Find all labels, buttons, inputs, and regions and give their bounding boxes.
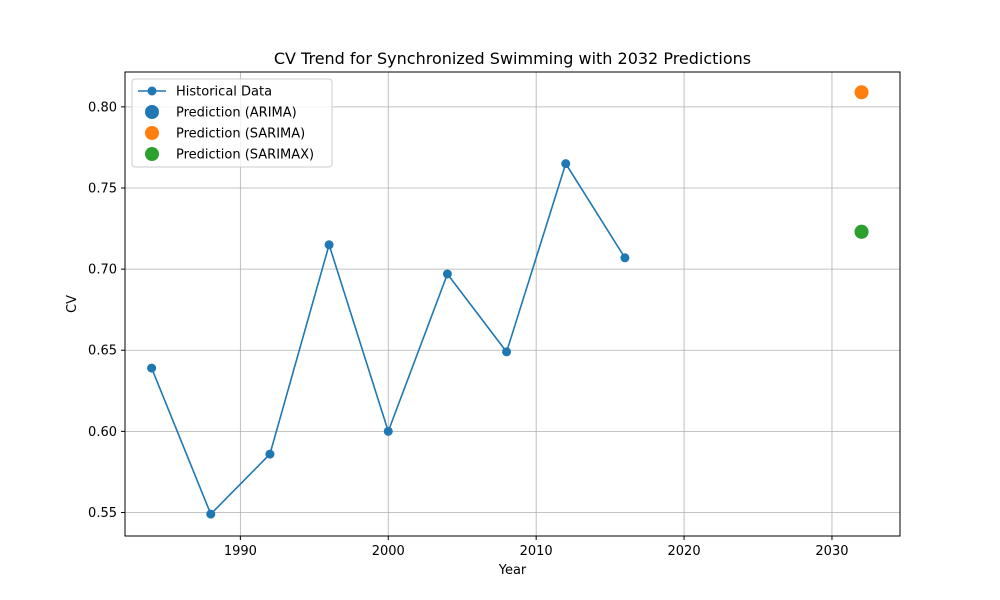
x-tick-label: 2000 bbox=[372, 544, 405, 559]
y-tick-label: 0.80 bbox=[88, 100, 117, 115]
chart-title: CV Trend for Synchronized Swimming with … bbox=[274, 49, 751, 68]
legend-label: Historical Data bbox=[176, 85, 272, 100]
prediction-point bbox=[854, 85, 869, 100]
y-tick-label: 0.75 bbox=[88, 182, 117, 197]
tick-layer: 1990 2000 2010 2020 2030 0.55 0.60 0.65 0.70 0.75… bbox=[88, 100, 848, 559]
historical-point bbox=[265, 449, 275, 459]
y-tick-label: 0.60 bbox=[88, 425, 117, 440]
historical-point bbox=[561, 159, 571, 169]
series-layer bbox=[147, 85, 869, 519]
x-tick-label: 2030 bbox=[815, 544, 848, 559]
legend-label: Prediction (ARIMA) bbox=[176, 106, 297, 121]
legend-marker bbox=[145, 126, 159, 140]
plot-frame bbox=[124, 71, 901, 537]
x-tick-label: 2020 bbox=[668, 544, 701, 559]
historical-point bbox=[206, 509, 216, 519]
legend-label: Prediction (SARIMAX) bbox=[176, 148, 314, 163]
legend-label: Prediction (SARIMA) bbox=[176, 127, 305, 142]
x-tick-label: 2010 bbox=[520, 544, 553, 559]
y-tick-label: 0.65 bbox=[88, 344, 117, 359]
legend-box bbox=[131, 78, 333, 168]
historical-point bbox=[147, 363, 157, 373]
y-tick-label: 0.55 bbox=[88, 506, 117, 521]
y-tick-label: 0.70 bbox=[88, 263, 117, 278]
historical-point bbox=[620, 253, 630, 263]
x-tick-label: 1990 bbox=[224, 544, 257, 559]
y-axis-label: CV bbox=[65, 295, 80, 313]
historical-point bbox=[442, 269, 452, 279]
historical-point bbox=[324, 240, 334, 250]
prediction-point bbox=[854, 224, 869, 239]
legend-marker bbox=[147, 86, 157, 96]
legend-marker bbox=[145, 105, 159, 119]
legend-marker bbox=[145, 147, 159, 161]
historical-point bbox=[383, 426, 393, 436]
grid-layer bbox=[125, 72, 900, 536]
legend: Historical Data Prediction (ARIMA) Predict… bbox=[131, 78, 333, 168]
x-axis-label: Year bbox=[498, 563, 527, 578]
historical-point bbox=[502, 347, 512, 357]
